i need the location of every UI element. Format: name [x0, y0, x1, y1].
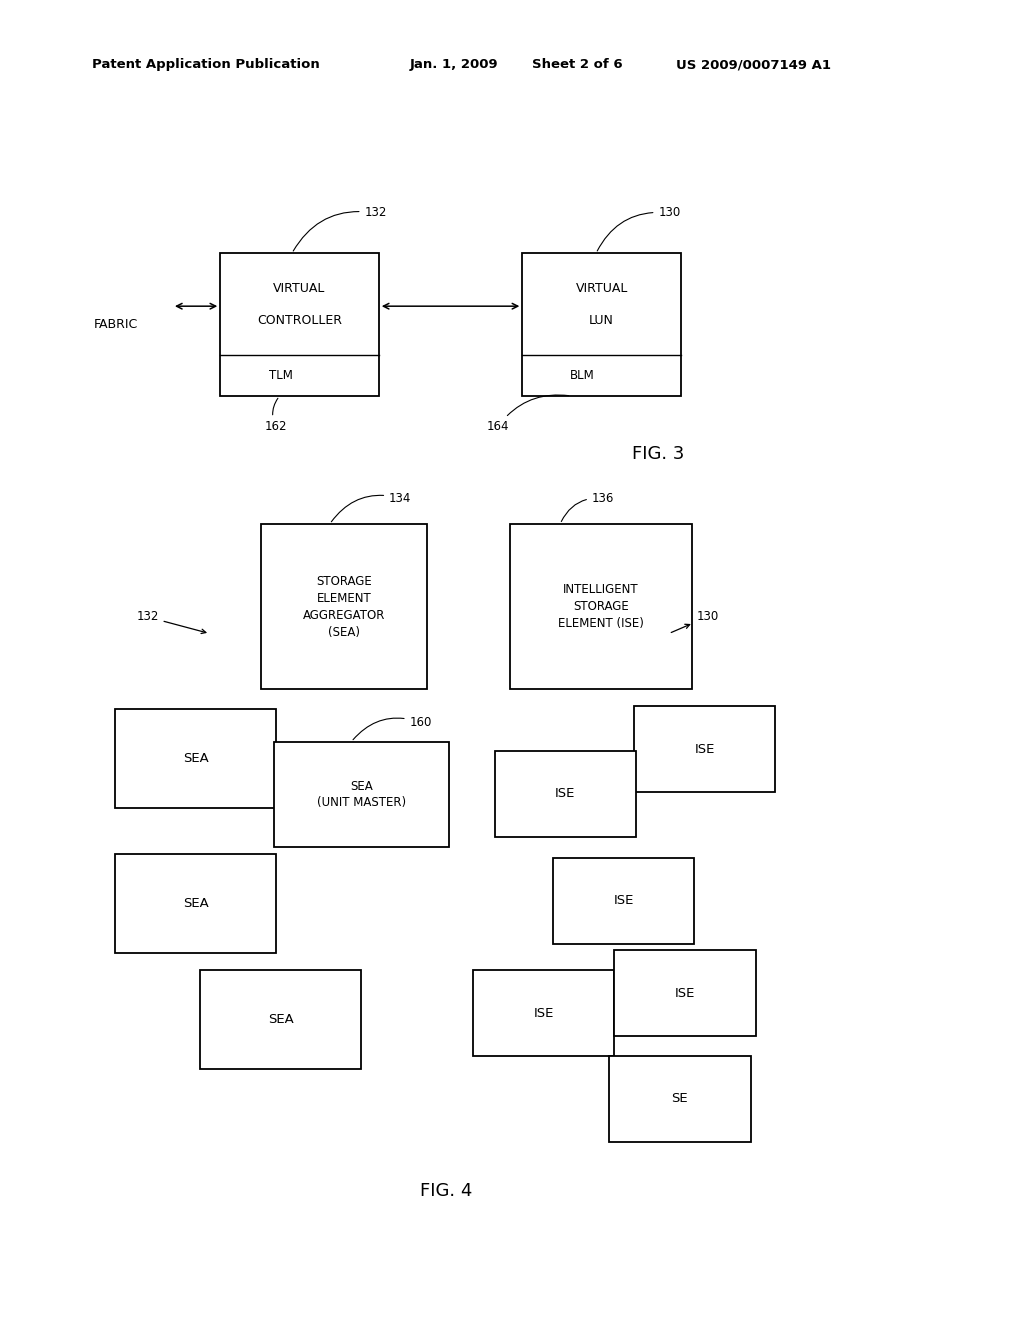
- Bar: [634, 706, 775, 792]
- Text: 136: 136: [561, 491, 614, 521]
- Text: CONTROLLER: CONTROLLER: [257, 314, 342, 327]
- Text: 132: 132: [136, 610, 206, 634]
- Bar: [522, 253, 681, 396]
- Text: 162: 162: [264, 399, 287, 433]
- Text: BLM: BLM: [570, 370, 595, 383]
- Text: FIG. 4: FIG. 4: [420, 1181, 472, 1200]
- Text: SEA: SEA: [267, 1014, 294, 1026]
- Bar: [200, 970, 361, 1069]
- Bar: [220, 253, 379, 396]
- Text: 134: 134: [332, 491, 412, 521]
- Text: TLM: TLM: [268, 370, 293, 383]
- Text: US 2009/0007149 A1: US 2009/0007149 A1: [676, 58, 830, 71]
- Text: 164: 164: [486, 395, 568, 433]
- Text: FABRIC: FABRIC: [93, 318, 138, 331]
- Text: INTELLIGENT
STORAGE
ELEMENT (ISE): INTELLIGENT STORAGE ELEMENT (ISE): [558, 583, 644, 630]
- Text: Jan. 1, 2009: Jan. 1, 2009: [410, 58, 499, 71]
- Text: ISE: ISE: [534, 1007, 554, 1019]
- Bar: [495, 751, 636, 837]
- Bar: [553, 858, 694, 944]
- Text: 130: 130: [597, 206, 681, 251]
- Text: Sheet 2 of 6: Sheet 2 of 6: [532, 58, 624, 71]
- Text: SEA
(UNIT MASTER): SEA (UNIT MASTER): [316, 780, 407, 809]
- Text: VIRTUAL: VIRTUAL: [273, 282, 326, 296]
- Bar: [274, 742, 449, 847]
- Text: SE: SE: [672, 1093, 688, 1105]
- Bar: [609, 1056, 751, 1142]
- Bar: [115, 854, 276, 953]
- Bar: [510, 524, 692, 689]
- Bar: [614, 950, 756, 1036]
- Bar: [115, 709, 276, 808]
- Text: SEA: SEA: [182, 898, 209, 909]
- Text: 160: 160: [353, 715, 432, 739]
- Text: ISE: ISE: [694, 743, 715, 755]
- Text: FIG. 3: FIG. 3: [632, 445, 684, 463]
- Text: 130: 130: [671, 610, 719, 632]
- Text: LUN: LUN: [589, 314, 614, 327]
- Bar: [473, 970, 614, 1056]
- Text: SEA: SEA: [182, 752, 209, 764]
- Text: STORAGE
ELEMENT
AGGREGATOR
(SEA): STORAGE ELEMENT AGGREGATOR (SEA): [303, 574, 385, 639]
- Bar: [261, 524, 427, 689]
- Text: ISE: ISE: [555, 788, 575, 800]
- Text: Patent Application Publication: Patent Application Publication: [92, 58, 319, 71]
- Text: ISE: ISE: [613, 895, 634, 907]
- Text: VIRTUAL: VIRTUAL: [575, 282, 628, 296]
- Text: 132: 132: [293, 206, 387, 251]
- Text: ISE: ISE: [675, 987, 695, 999]
